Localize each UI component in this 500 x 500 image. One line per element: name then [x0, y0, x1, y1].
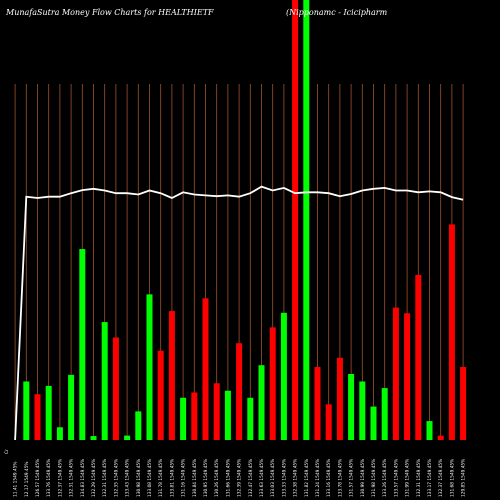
x-tick-label: 131.57 1549.45% [349, 459, 355, 497]
x-tick-label: 133.33 1549.45% [281, 459, 287, 497]
x-tick-labels: 11.41 1549.45% 12.17 1549.45% 126.57 1549.… [13, 459, 467, 497]
bar [269, 327, 276, 440]
x-tick-label: 12.17 1549.45% [24, 461, 30, 497]
x-tick-label: 133.17 1549.45% [427, 459, 433, 497]
x-tick-label: 133.57 1549.45% [393, 459, 399, 497]
bar [325, 404, 332, 440]
bar [191, 392, 198, 440]
bar [79, 249, 86, 440]
bar [213, 383, 220, 440]
bar [392, 307, 399, 440]
bar [135, 411, 142, 440]
bar [90, 436, 97, 440]
bar [280, 312, 287, 440]
x-tick-label: 132.29 1549.45% [91, 459, 97, 497]
bars [23, 0, 467, 440]
x-tick-label: 132.39 1549.45% [237, 459, 243, 497]
flow-line [14, 185, 464, 441]
x-tick-label: 132.37 1549.45% [57, 459, 63, 497]
bar [258, 365, 265, 440]
x-tick-label: 126.57 1549.45% [35, 459, 41, 497]
bar [460, 366, 467, 440]
bar [426, 421, 433, 440]
bar [168, 311, 175, 440]
bar [68, 374, 75, 440]
bar [45, 385, 52, 440]
bar [404, 313, 411, 440]
unit-label: Cr [4, 449, 10, 454]
x-tick-label: 131.98 1549.45% [371, 459, 377, 497]
x-tick-label: 132.31 1549.45% [416, 459, 422, 497]
bar [415, 275, 422, 440]
x-tick-label: 131.82 1549.45% [304, 459, 310, 497]
x-tick-label: 131.24 1549.45% [315, 459, 321, 497]
bar [23, 381, 30, 440]
x-tick-label: 131.68 1549.45% [449, 459, 455, 497]
bar [247, 397, 254, 440]
x-tick-label: 132.35 1549.45% [113, 459, 119, 497]
x-tick-label: 130.84 1549.45% [192, 459, 198, 497]
x-tick-label: 133.43 1549.45% [125, 459, 131, 497]
bar [292, 0, 299, 440]
x-tick-label: 133.16 1549.45% [326, 459, 332, 497]
bar [146, 294, 153, 440]
bar [157, 350, 164, 440]
x-tick-label: 133.26 1549.45% [382, 459, 388, 497]
x-tick-label: 133.63 1549.45% [259, 459, 265, 497]
x-tick-label: 131.99 1549.45% [405, 459, 411, 497]
bar [381, 388, 388, 440]
x-tick-label: 130.99 1549.45% [360, 459, 366, 497]
bar [202, 298, 209, 440]
flow-line-path [14, 185, 464, 441]
bar [34, 394, 41, 440]
x-tick-label: 133.78 1549.45% [337, 459, 343, 497]
x-tick-label: 130.98 1549.45% [136, 459, 142, 497]
x-tick-label: 133.03 1549.45% [270, 459, 276, 497]
bar [180, 397, 187, 440]
x-tick-label: 132.38 1549.45% [293, 459, 299, 497]
x-tick-label: 134.83 1549.45% [80, 459, 86, 497]
bar [101, 322, 108, 440]
x-tick-label: 133.76 1549.45% [46, 459, 52, 497]
bar [236, 343, 243, 440]
x-tick-label: 132.37 1549.45% [438, 459, 444, 497]
chart-subtitle: (Nipponamc - Icicipharm [286, 8, 388, 17]
bar [224, 390, 231, 440]
x-tick-label: 132.31 1549.45% [69, 459, 75, 497]
bar [124, 435, 131, 440]
x-tick-label: 132.31 1549.45% [102, 459, 108, 497]
x-tick-label: 130.95 1549.45% [203, 459, 209, 497]
bar [370, 406, 377, 440]
x-tick-label: 133.81 1549.45% [169, 459, 175, 497]
bar [448, 224, 455, 440]
x-tick-label: 131.78 1549.45% [158, 459, 164, 497]
bar [303, 0, 310, 440]
x-tick-label: 131.66 1549.45% [225, 459, 231, 497]
bar [437, 435, 444, 440]
x-tick-label: 131.16 1549.45% [181, 459, 187, 497]
x-tick-label: 132.47 1549.45% [248, 459, 254, 497]
bar [112, 337, 119, 440]
x-tick-label: 11.41 1549.45% [13, 461, 19, 497]
bar [314, 366, 321, 440]
bar [348, 374, 355, 440]
chart-title: MunafaSutra Money Flow Charts for HEALTH… [5, 8, 214, 17]
bar [336, 357, 343, 440]
bar [56, 427, 63, 440]
bar [359, 381, 366, 440]
x-tick-label: 130.26 1549.45% [214, 459, 220, 497]
x-tick-label: 133.08 1549.45% [147, 459, 153, 497]
x-tick-label: 129.85 1549.45% [461, 459, 467, 497]
